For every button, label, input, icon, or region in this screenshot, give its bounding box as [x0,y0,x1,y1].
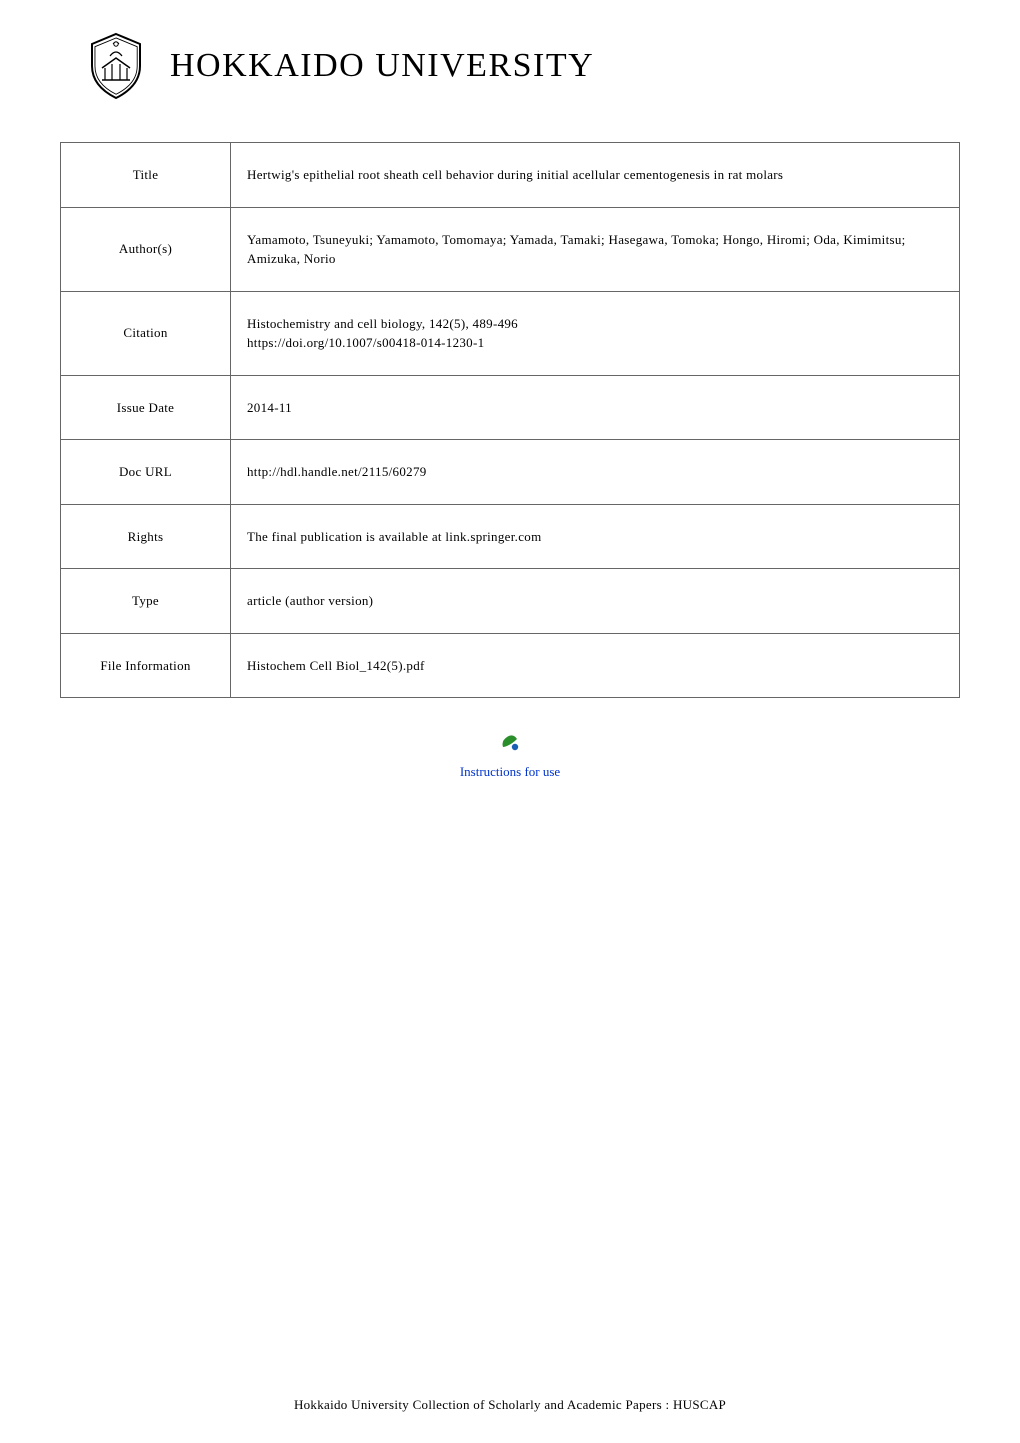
meta-value-rights: The final publication is available at li… [231,504,960,569]
meta-value-citation: Histochemistry and cell biology, 142(5),… [231,291,960,375]
table-row: Rights The final publication is availabl… [61,504,960,569]
meta-label-authors: Author(s) [61,207,231,291]
meta-value-docurl: http://hdl.handle.net/2115/60279 [231,440,960,505]
citation-line-1: Histochemistry and cell biology, 142(5),… [247,314,943,334]
table-row: Type article (author version) [61,569,960,634]
meta-label-citation: Citation [61,291,231,375]
metadata-table-body: Title Hertwig's epithelial root sheath c… [61,143,960,698]
meta-value-fileinfo: Histochem Cell Biol_142(5).pdf [231,633,960,698]
instructions-block: Instructions for use [0,733,1020,780]
meta-label-type: Type [61,569,231,634]
page-header: HOKKAIDO UNIVERSITY [0,0,1020,122]
page-footer: Hokkaido University Collection of Schola… [0,1397,1020,1413]
table-row: Author(s) Yamamoto, Tsuneyuki; Yamamoto,… [61,207,960,291]
meta-value-type: article (author version) [231,569,960,634]
meta-label-rights: Rights [61,504,231,569]
meta-value-issuedate: 2014-11 [231,375,960,440]
table-row: Doc URL http://hdl.handle.net/2115/60279 [61,440,960,505]
leaf-icon [499,733,521,758]
meta-label-issuedate: Issue Date [61,375,231,440]
meta-label-title: Title [61,143,231,208]
meta-label-docurl: Doc URL [61,440,231,505]
meta-value-title: Hertwig's epithelial root sheath cell be… [231,143,960,208]
instructions-link[interactable]: Instructions for use [0,764,1020,780]
table-row: Title Hertwig's epithelial root sheath c… [61,143,960,208]
table-row: Citation Histochemistry and cell biology… [61,291,960,375]
table-row: File Information Histochem Cell Biol_142… [61,633,960,698]
table-row: Issue Date 2014-11 [61,375,960,440]
citation-line-2: https://doi.org/10.1007/s00418-014-1230-… [247,333,943,353]
metadata-table: Title Hertwig's epithelial root sheath c… [60,142,960,698]
university-name: HOKKAIDO UNIVERSITY [170,47,594,85]
university-crest-icon [80,30,152,102]
meta-label-fileinfo: File Information [61,633,231,698]
meta-value-authors: Yamamoto, Tsuneyuki; Yamamoto, Tomomaya;… [231,207,960,291]
